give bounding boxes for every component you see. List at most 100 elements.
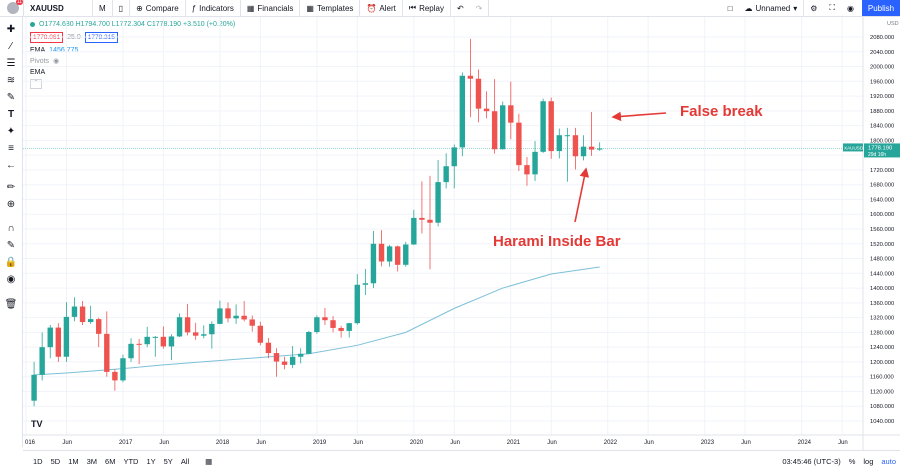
candle-body bbox=[144, 336, 150, 345]
brush-icon[interactable]: ✎ bbox=[6, 91, 16, 103]
replay-button[interactable]: ⏮ Replay bbox=[403, 0, 451, 16]
settings-button[interactable]: ⚙ bbox=[804, 0, 823, 16]
text-tool-icon[interactable]: T bbox=[7, 108, 15, 120]
eye-icon[interactable]: ◉ bbox=[6, 273, 16, 285]
measure-icon[interactable]: ≡ bbox=[8, 142, 14, 154]
redo-button[interactable]: ↷ bbox=[470, 0, 490, 16]
candle-body bbox=[540, 101, 546, 152]
range-button-all[interactable]: All bbox=[180, 457, 190, 466]
candle-body bbox=[491, 111, 498, 150]
range-button-5d[interactable]: 5D bbox=[50, 457, 61, 466]
tradingview-logo-icon: TV bbox=[31, 419, 43, 429]
price-tick-label: 1520.000 bbox=[870, 242, 894, 248]
percent-toggle[interactable]: % bbox=[848, 457, 856, 466]
candle-body bbox=[330, 320, 336, 328]
symbol-search[interactable]: XAUUSD bbox=[24, 0, 93, 16]
candle-body bbox=[338, 327, 344, 331]
plus-circle-icon: ⊕ bbox=[136, 3, 143, 13]
templates-button[interactable]: ▦ Templates bbox=[300, 0, 361, 16]
candle-body bbox=[467, 75, 474, 79]
candle-body bbox=[572, 135, 579, 157]
candle-body bbox=[500, 105, 506, 150]
candle-body bbox=[459, 75, 466, 148]
clock-readout[interactable]: 03:45:46 (UTC-3) bbox=[782, 457, 841, 466]
time-tick-label: Jun bbox=[838, 440, 848, 446]
fullscreen-button[interactable]: ⛶ bbox=[823, 0, 841, 16]
candles bbox=[31, 38, 603, 407]
symbol-tag: XAUUSD bbox=[844, 145, 864, 150]
candle-body bbox=[596, 148, 603, 150]
templates-label: Templates bbox=[316, 3, 354, 13]
pitchfork-icon[interactable]: ≋ bbox=[6, 74, 16, 86]
range-button-1y[interactable]: 1Y bbox=[146, 457, 156, 466]
range-button-1d[interactable]: 1D bbox=[33, 457, 43, 466]
alert-button[interactable]: ⏰ Alert bbox=[360, 0, 403, 16]
chart-type-button[interactable]: ▯ bbox=[113, 0, 131, 16]
pattern-icon[interactable]: ✦ bbox=[6, 125, 16, 137]
false-break-annotation: False break bbox=[680, 103, 763, 120]
candle-body bbox=[233, 315, 239, 319]
chevron-down-icon: ▾ bbox=[793, 3, 798, 13]
cloud-icon: ☁ bbox=[744, 3, 753, 13]
range-button-ytd[interactable]: YTD bbox=[123, 457, 139, 466]
time-tick-label: 016 bbox=[25, 440, 36, 446]
ema-legend-label[interactable]: EMA bbox=[30, 47, 46, 54]
price-tick-label: 1440.000 bbox=[870, 271, 894, 277]
trend-line-icon[interactable]: ∕ bbox=[10, 40, 12, 52]
candle-body bbox=[281, 361, 288, 365]
price-chart[interactable]: USD 2080.000 2040.000 2000.000 1960.000 1920.… bbox=[23, 17, 900, 450]
interval-button[interactable]: M bbox=[93, 0, 113, 16]
candle-body bbox=[314, 317, 320, 333]
indicators-button[interactable]: ƒ Indicators bbox=[186, 0, 241, 16]
ruler-icon[interactable]: ✏ bbox=[6, 181, 16, 193]
price-tick-label: 1600.000 bbox=[870, 212, 894, 218]
undo-button[interactable]: ↶ bbox=[451, 0, 470, 16]
collapse-legend-icon[interactable]: ˆ bbox=[30, 78, 42, 89]
price-tick-label: 1480.000 bbox=[870, 257, 894, 263]
account-menu[interactable]: 11 bbox=[0, 0, 24, 16]
eye-hidden-icon[interactable]: ◉ bbox=[53, 58, 60, 65]
layout-name-menu[interactable]: ☁ Unnamed ▾ bbox=[739, 0, 805, 16]
range-button-5y[interactable]: 5Y bbox=[163, 457, 173, 466]
candle-body bbox=[87, 319, 94, 323]
price-tick-label: 1840.000 bbox=[870, 124, 894, 130]
price-tick-label: 1200.000 bbox=[870, 360, 894, 366]
publish-button[interactable]: Publish bbox=[862, 0, 900, 16]
candle-body bbox=[370, 243, 377, 284]
time-tick-label: 2023 bbox=[701, 440, 715, 446]
ema-legend-value: 1456.775 bbox=[49, 47, 79, 54]
candle-body bbox=[378, 243, 385, 262]
harami-annotation: Harami Inside Bar bbox=[493, 233, 621, 250]
date-range-icon[interactable]: ▦ bbox=[205, 457, 213, 466]
currency-label: USD bbox=[887, 21, 899, 27]
back-arrow-icon[interactable]: ← bbox=[6, 159, 16, 171]
range-button-3m[interactable]: 3M bbox=[86, 457, 98, 466]
compare-button[interactable]: ⊕ Compare bbox=[130, 0, 186, 16]
magnet-icon[interactable]: ∩ bbox=[7, 222, 15, 234]
replay-icon: ⏮ bbox=[408, 3, 417, 12]
zoom-in-icon[interactable]: ⊕ bbox=[6, 198, 16, 210]
horizontal-lines-icon[interactable]: ☰ bbox=[6, 57, 16, 69]
pivots-legend-label[interactable]: Pivots bbox=[30, 58, 50, 65]
avatar[interactable]: 11 bbox=[7, 0, 23, 14]
snapshot-button[interactable]: ◉ bbox=[841, 0, 860, 16]
candle-body bbox=[120, 358, 126, 381]
crosshair-icon[interactable]: ✚ bbox=[6, 23, 16, 35]
lock-icon[interactable]: 🔒 bbox=[4, 256, 18, 268]
range-button-1m[interactable]: 1M bbox=[68, 457, 79, 466]
candle-body bbox=[217, 308, 223, 324]
layout-toggle[interactable]: □ bbox=[722, 0, 739, 16]
square-icon: □ bbox=[727, 3, 733, 13]
trash-icon[interactable]: 🗑 bbox=[4, 298, 18, 310]
range-button-6m[interactable]: 6M bbox=[105, 457, 116, 466]
ema2-legend-label[interactable]: EMA bbox=[30, 69, 46, 76]
candle-body bbox=[411, 217, 417, 245]
candle-body bbox=[483, 108, 490, 112]
log-toggle[interactable]: log bbox=[863, 457, 874, 466]
time-tick-label: Jun bbox=[353, 440, 363, 446]
lock-drawing-icon[interactable]: ✎ bbox=[6, 239, 16, 251]
auto-toggle[interactable]: auto bbox=[881, 457, 896, 466]
financials-button[interactable]: ▦ Financials bbox=[241, 0, 301, 16]
replay-label: Replay bbox=[419, 3, 444, 13]
price-tick-label: 2000.000 bbox=[870, 65, 894, 71]
